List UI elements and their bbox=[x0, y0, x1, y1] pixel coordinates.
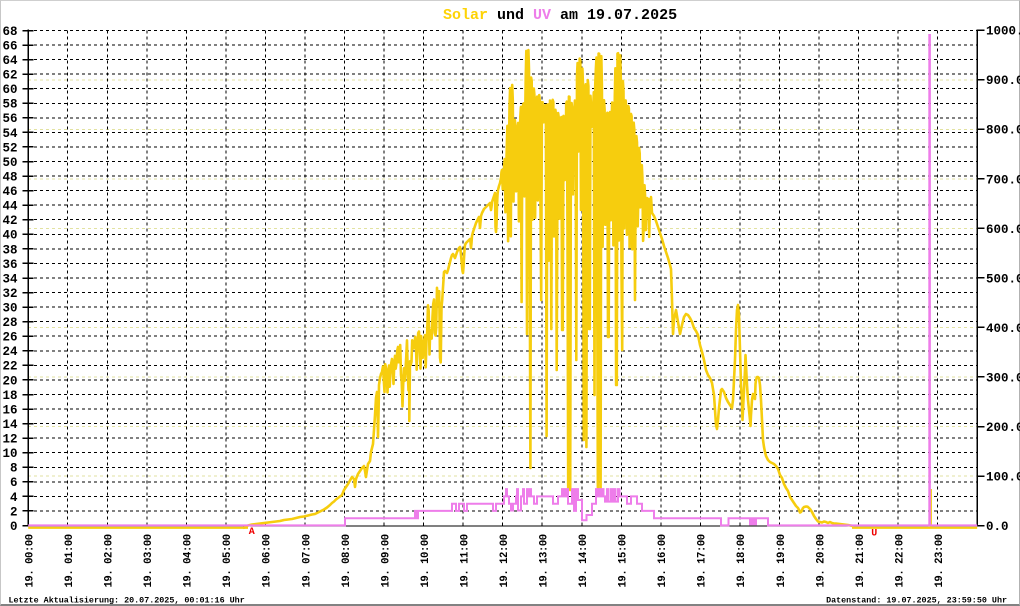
svg-text:18: 18 bbox=[2, 389, 17, 403]
svg-text:200.0: 200.0 bbox=[986, 421, 1020, 435]
svg-text:52: 52 bbox=[2, 141, 17, 155]
svg-text:19. 17:00: 19. 17:00 bbox=[697, 534, 709, 587]
svg-text:800.0: 800.0 bbox=[986, 124, 1020, 138]
svg-text:19. 13:00: 19. 13:00 bbox=[539, 534, 551, 587]
svg-text:U: U bbox=[871, 528, 877, 539]
svg-text:19. 03:00: 19. 03:00 bbox=[143, 534, 155, 587]
svg-text:700.0: 700.0 bbox=[986, 173, 1020, 187]
svg-text:68: 68 bbox=[2, 25, 17, 39]
svg-text:100.0: 100.0 bbox=[986, 470, 1020, 484]
svg-text:19. 20:00: 19. 20:00 bbox=[815, 534, 827, 587]
svg-text:19. 08:00: 19. 08:00 bbox=[341, 534, 353, 587]
svg-text:A: A bbox=[249, 527, 255, 538]
svg-text:30: 30 bbox=[2, 302, 17, 316]
svg-text:64: 64 bbox=[2, 54, 18, 68]
svg-text:44: 44 bbox=[2, 200, 18, 214]
svg-text:19. 22:00: 19. 22:00 bbox=[894, 534, 906, 587]
svg-text:12: 12 bbox=[2, 433, 17, 447]
svg-text:56: 56 bbox=[2, 112, 17, 126]
svg-text:Datenstand: 19.07.2025, 23:59:: Datenstand: 19.07.2025, 23:59:50 Uhr bbox=[826, 596, 1007, 606]
svg-text:19. 15:00: 19. 15:00 bbox=[618, 534, 630, 587]
svg-text:19. 16:00: 19. 16:00 bbox=[657, 534, 669, 587]
svg-text:19. 00:00: 19. 00:00 bbox=[25, 534, 37, 587]
svg-text:0: 0 bbox=[10, 520, 18, 534]
svg-text:19. 04:00: 19. 04:00 bbox=[183, 534, 195, 587]
svg-text:42: 42 bbox=[2, 214, 17, 228]
svg-text:62: 62 bbox=[2, 69, 17, 83]
svg-text:66: 66 bbox=[2, 39, 17, 53]
svg-text:19. 07:00: 19. 07:00 bbox=[301, 534, 313, 587]
svg-text:26: 26 bbox=[2, 331, 17, 345]
svg-text:48: 48 bbox=[2, 171, 17, 185]
svg-text:900.0: 900.0 bbox=[986, 74, 1020, 88]
svg-text:19. 06:00: 19. 06:00 bbox=[262, 534, 274, 587]
svg-text:58: 58 bbox=[2, 98, 17, 112]
svg-text:19. 11:00: 19. 11:00 bbox=[459, 534, 471, 587]
svg-text:19. 23:00: 19. 23:00 bbox=[934, 534, 946, 587]
svg-text:Letzte Aktualisierung: 20.07.2: Letzte Aktualisierung: 20.07.2025, 00:01… bbox=[9, 596, 245, 606]
svg-text:19. 21:00: 19. 21:00 bbox=[855, 534, 867, 587]
svg-text:50: 50 bbox=[2, 156, 17, 170]
svg-text:10: 10 bbox=[2, 447, 17, 461]
svg-text:32: 32 bbox=[2, 287, 17, 301]
svg-text:300.0: 300.0 bbox=[986, 371, 1020, 385]
svg-text:40: 40 bbox=[2, 229, 17, 243]
svg-text:1000.0: 1000.0 bbox=[986, 25, 1020, 39]
svg-text:46: 46 bbox=[2, 185, 17, 199]
svg-text:22: 22 bbox=[2, 360, 17, 374]
svg-text:19. 09:00: 19. 09:00 bbox=[380, 534, 392, 587]
svg-text:19. 02:00: 19. 02:00 bbox=[104, 534, 116, 587]
svg-text:60: 60 bbox=[2, 83, 17, 97]
svg-text:6: 6 bbox=[10, 476, 18, 490]
svg-text:19. 01:00: 19. 01:00 bbox=[64, 534, 76, 587]
svg-text:19. 10:00: 19. 10:00 bbox=[420, 534, 432, 587]
svg-text:34: 34 bbox=[2, 272, 18, 286]
svg-text:4: 4 bbox=[10, 491, 18, 505]
svg-text:14: 14 bbox=[2, 418, 18, 432]
svg-text:28: 28 bbox=[2, 316, 17, 330]
svg-text:24: 24 bbox=[2, 345, 18, 359]
svg-text:Solar und UV am 19.07.2025: Solar und UV am 19.07.2025 bbox=[443, 7, 677, 24]
svg-text:54: 54 bbox=[2, 127, 18, 141]
svg-text:2: 2 bbox=[10, 505, 18, 519]
svg-text:16: 16 bbox=[2, 403, 17, 417]
svg-text:500.0: 500.0 bbox=[986, 272, 1020, 286]
svg-text:19. 12:00: 19. 12:00 bbox=[499, 534, 511, 587]
svg-text:19. 14:00: 19. 14:00 bbox=[578, 534, 590, 587]
svg-text:36: 36 bbox=[2, 258, 17, 272]
svg-text:19. 19:00: 19. 19:00 bbox=[776, 534, 788, 587]
svg-text:400.0: 400.0 bbox=[986, 322, 1020, 336]
svg-text:600.0: 600.0 bbox=[986, 223, 1020, 237]
svg-text:8: 8 bbox=[10, 462, 18, 476]
svg-text:20: 20 bbox=[2, 374, 17, 388]
svg-text:19. 18:00: 19. 18:00 bbox=[736, 534, 748, 587]
svg-text:19. 05:00: 19. 05:00 bbox=[222, 534, 234, 587]
svg-text:0.0: 0.0 bbox=[986, 520, 1009, 534]
svg-text:38: 38 bbox=[2, 243, 17, 257]
